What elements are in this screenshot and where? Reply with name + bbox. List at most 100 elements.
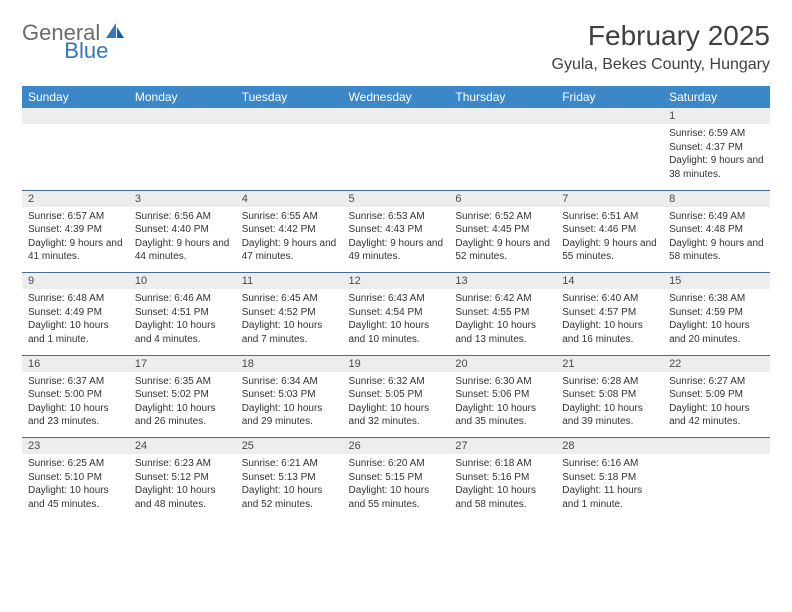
day-info-cell: Sunrise: 6:45 AMSunset: 4:52 PMDaylight:… [236, 289, 343, 355]
sunrise-text: Sunrise: 6:52 AM [455, 210, 550, 224]
day-number: 12 [349, 275, 361, 287]
day-info: Sunrise: 6:38 AMSunset: 4:59 PMDaylight:… [663, 289, 770, 352]
page-title: February 2025 [552, 20, 770, 52]
day-info: Sunrise: 6:57 AMSunset: 4:39 PMDaylight:… [22, 207, 129, 270]
day-number: 3 [135, 193, 141, 205]
sunset-text: Sunset: 4:52 PM [242, 306, 337, 320]
sunset-text: Sunset: 5:02 PM [135, 388, 230, 402]
week-info-row: Sunrise: 6:57 AMSunset: 4:39 PM Daylight:… [22, 207, 770, 273]
daylight-text: Daylight: 10 hours and 58 minutes. [455, 484, 550, 511]
sunrise-text: Sunrise: 6:55 AM [242, 210, 337, 224]
day-info: Sunrise: 6:34 AMSunset: 5:03 PMDaylight:… [236, 372, 343, 435]
day-info: Sunrise: 6:53 AMSunset: 4:43 PMDaylight:… [343, 207, 450, 270]
day-info-cell: Sunrise: 6:55 AMSunset: 4:42 PMDaylight:… [236, 207, 343, 273]
sunrise-text: Sunrise: 6:57 AM [28, 210, 123, 224]
day-number: 25 [242, 440, 254, 452]
col-saturday: Saturday [663, 86, 770, 108]
sunrise-text: Sunrise: 6:49 AM [669, 210, 764, 224]
day-info-cell: Sunrise: 6:53 AMSunset: 4:43 PMDaylight:… [343, 207, 450, 273]
day-number-cell: 22 [663, 355, 770, 372]
day-info-cell: Sunrise: 6:20 AMSunset: 5:15 PMDaylight:… [343, 454, 450, 520]
daylight-text: Daylight: 9 hours and 44 minutes. [135, 237, 230, 264]
day-info-cell: Sunrise: 6:51 AMSunset: 4:46 PMDaylight:… [556, 207, 663, 273]
sunrise-text: Sunrise: 6:23 AM [135, 457, 230, 471]
sunrise-text: Sunrise: 6:42 AM [455, 292, 550, 306]
day-info-cell: Sunrise: 6:49 AMSunset: 4:48 PMDaylight:… [663, 207, 770, 273]
day-number-cell: 3 [129, 190, 236, 207]
day-number-cell: 2 [22, 190, 129, 207]
daylight-text: Daylight: 10 hours and 48 minutes. [135, 484, 230, 511]
daylight-text: Daylight: 9 hours and 38 minutes. [669, 154, 764, 181]
sunset-text: Sunset: 4:39 PM [28, 223, 123, 237]
day-info: Sunrise: 6:35 AMSunset: 5:02 PMDaylight:… [129, 372, 236, 435]
day-number-cell [129, 108, 236, 124]
daylight-text: Daylight: 10 hours and 39 minutes. [562, 402, 657, 429]
sunrise-text: Sunrise: 6:16 AM [562, 457, 657, 471]
day-info-cell: Sunrise: 6:27 AMSunset: 5:09 PMDaylight:… [663, 372, 770, 438]
sunrise-text: Sunrise: 6:18 AM [455, 457, 550, 471]
sunrise-text: Sunrise: 6:30 AM [455, 375, 550, 389]
week-info-row: Sunrise: 6:48 AMSunset: 4:49 PMDaylight:… [22, 289, 770, 355]
day-info: Sunrise: 6:42 AMSunset: 4:55 PMDaylight:… [449, 289, 556, 352]
daylight-text: Daylight: 9 hours and 49 minutes. [349, 237, 444, 264]
day-number-cell [236, 108, 343, 124]
day-info-cell: Sunrise: 6:40 AMSunset: 4:57 PMDaylight:… [556, 289, 663, 355]
daylight-text: Daylight: 10 hours and 52 minutes. [242, 484, 337, 511]
week-info-row: Sunrise: 6:25 AMSunset: 5:10 PMDaylight:… [22, 454, 770, 520]
day-number: 11 [242, 275, 253, 287]
day-info-cell [663, 454, 770, 520]
week-numbers-row: 9101112131415 [22, 273, 770, 290]
sunrise-text: Sunrise: 6:20 AM [349, 457, 444, 471]
day-number-cell: 28 [556, 438, 663, 455]
week-numbers-row: 1 [22, 108, 770, 124]
day-number: 27 [455, 440, 467, 452]
sunset-text: Sunset: 5:10 PM [28, 471, 123, 485]
sunset-text: Sunset: 4:40 PM [135, 223, 230, 237]
day-number-cell: 24 [129, 438, 236, 455]
sunset-text: Sunset: 5:15 PM [349, 471, 444, 485]
day-number-cell: 13 [449, 273, 556, 290]
location-text: Gyula, Bekes County, Hungary [552, 56, 770, 74]
sunrise-text: Sunrise: 6:34 AM [242, 375, 337, 389]
day-number-cell: 11 [236, 273, 343, 290]
day-info-cell: Sunrise: 6:48 AMSunset: 4:49 PMDaylight:… [22, 289, 129, 355]
day-info-cell: Sunrise: 6:57 AMSunset: 4:39 PMDaylight:… [22, 207, 129, 273]
col-tuesday: Tuesday [236, 86, 343, 108]
day-number-cell: 16 [22, 355, 129, 372]
day-info-cell: Sunrise: 6:38 AMSunset: 4:59 PMDaylight:… [663, 289, 770, 355]
day-info: Sunrise: 6:46 AMSunset: 4:51 PMDaylight:… [129, 289, 236, 352]
sunrise-text: Sunrise: 6:27 AM [669, 375, 764, 389]
day-number: 18 [242, 358, 254, 370]
day-number: 1 [669, 110, 675, 122]
sunrise-text: Sunrise: 6:51 AM [562, 210, 657, 224]
daylight-text: Daylight: 10 hours and 45 minutes. [28, 484, 123, 511]
week-numbers-row: 232425262728 [22, 438, 770, 455]
sunset-text: Sunset: 4:45 PM [455, 223, 550, 237]
day-info-cell [22, 124, 129, 190]
daylight-text: Daylight: 10 hours and 32 minutes. [349, 402, 444, 429]
day-number-cell [663, 438, 770, 455]
sunrise-text: Sunrise: 6:32 AM [349, 375, 444, 389]
day-info: Sunrise: 6:25 AMSunset: 5:10 PMDaylight:… [22, 454, 129, 517]
calendar-table: Sunday Monday Tuesday Wednesday Thursday… [22, 86, 770, 520]
day-number-cell: 8 [663, 190, 770, 207]
day-number: 19 [349, 358, 361, 370]
col-sunday: Sunday [22, 86, 129, 108]
day-info: Sunrise: 6:21 AMSunset: 5:13 PMDaylight:… [236, 454, 343, 517]
sunrise-text: Sunrise: 6:21 AM [242, 457, 337, 471]
day-info-cell: Sunrise: 6:52 AMSunset: 4:45 PMDaylight:… [449, 207, 556, 273]
daylight-text: Daylight: 9 hours and 47 minutes. [242, 237, 337, 264]
sunset-text: Sunset: 5:16 PM [455, 471, 550, 485]
day-info: Sunrise: 6:30 AMSunset: 5:06 PMDaylight:… [449, 372, 556, 435]
day-number: 9 [28, 275, 34, 287]
sunset-text: Sunset: 5:05 PM [349, 388, 444, 402]
day-number-cell: 20 [449, 355, 556, 372]
daylight-text: Daylight: 10 hours and 16 minutes. [562, 319, 657, 346]
day-info-cell: Sunrise: 6:21 AMSunset: 5:13 PMDaylight:… [236, 454, 343, 520]
day-info-cell: Sunrise: 6:34 AMSunset: 5:03 PMDaylight:… [236, 372, 343, 438]
sunset-text: Sunset: 5:13 PM [242, 471, 337, 485]
day-info-cell: Sunrise: 6:25 AMSunset: 5:10 PMDaylight:… [22, 454, 129, 520]
day-number-cell: 7 [556, 190, 663, 207]
logo-text-blue: Blue [64, 38, 108, 64]
day-number: 14 [562, 275, 574, 287]
